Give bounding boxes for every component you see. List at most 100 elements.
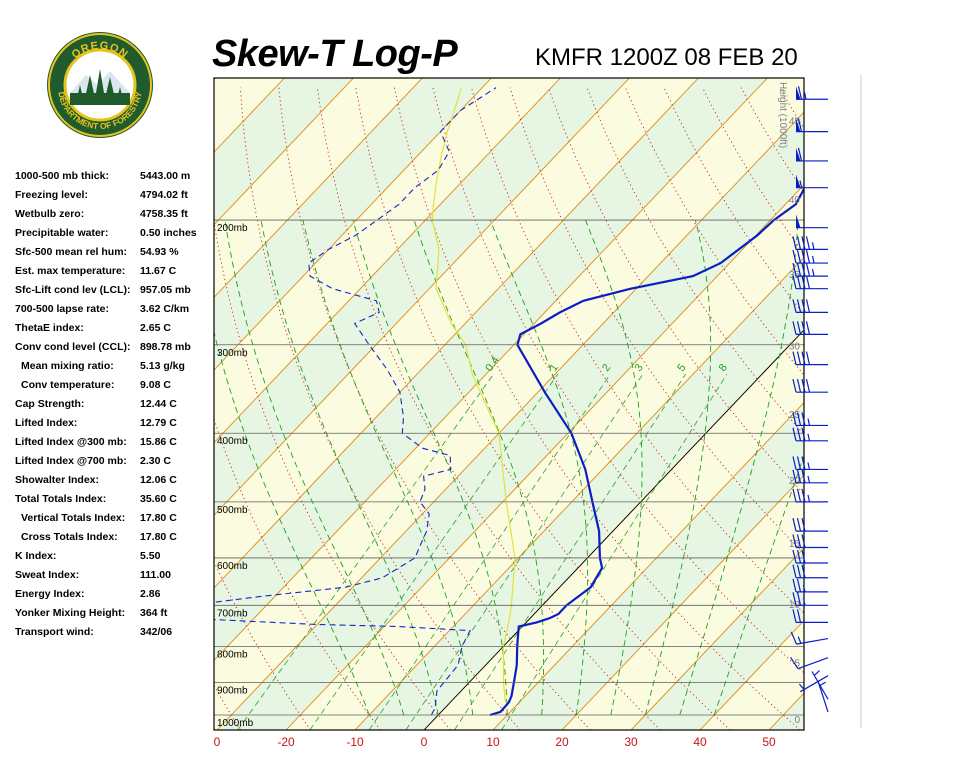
stat-value: 2.30 C xyxy=(140,455,171,467)
dry-adiabat-line xyxy=(393,87,801,730)
pressure-label: 500mb xyxy=(217,505,248,516)
isotherm-line xyxy=(214,78,561,444)
stat-label: Transport wind: xyxy=(15,626,94,638)
dry-adiabat-line xyxy=(432,87,804,674)
wind-barb xyxy=(792,236,828,250)
wind-barb xyxy=(792,412,828,427)
isotherm-line xyxy=(699,619,804,730)
isotherm-line xyxy=(214,78,630,516)
stat-label: Wetbulb zero: xyxy=(15,208,85,220)
height-tick-label: 15 xyxy=(789,539,801,550)
dry-adiabat-line xyxy=(779,87,804,130)
mixing-ratio-label: 3 xyxy=(632,362,645,374)
wind-barb xyxy=(792,275,828,290)
isotherm-line xyxy=(216,111,804,730)
stat-label: Est. max temperature: xyxy=(15,265,126,277)
height-tick-label: 5 xyxy=(794,659,800,670)
stat-label: Cap Strength: xyxy=(15,398,85,410)
height-tick-label: 35 xyxy=(789,270,801,281)
dry-adiabat-line xyxy=(214,417,381,730)
height-tick-label: 10 xyxy=(789,600,801,611)
stat-value: 5.13 g/kg xyxy=(140,360,185,372)
isotherm-line xyxy=(214,78,699,589)
stat-label: Cross Totals Index: xyxy=(21,531,118,543)
wind-barb xyxy=(792,351,828,366)
moist-adiabat-line xyxy=(585,219,643,716)
wind-barb xyxy=(792,549,828,564)
height-tick-label: 25 xyxy=(789,410,801,421)
stat-value: 17.80 C xyxy=(140,512,177,524)
dry-adiabat-line xyxy=(934,88,960,730)
stat-label: Yonker Mixing Height: xyxy=(15,607,126,619)
isotherm-line xyxy=(214,78,354,226)
stat-value: 957.05 mb xyxy=(140,284,191,296)
pressure-label: 700mb xyxy=(217,608,248,619)
stat-label: 700-500 lapse rate: xyxy=(15,303,109,315)
moist-adiabat-line xyxy=(489,219,589,716)
stat-label: Showalter Index: xyxy=(15,474,100,486)
moist-adiabat-line xyxy=(352,219,508,716)
isotherm-line xyxy=(561,474,804,730)
stat-value: 342/06 xyxy=(140,626,173,638)
stat-value: 15.86 C xyxy=(140,436,177,448)
stat-label: Sweat Index: xyxy=(15,569,80,581)
wind-barb xyxy=(792,249,828,264)
stat-value: 4758.35 ft xyxy=(140,208,188,220)
stat-value: 11.67 C xyxy=(140,265,177,277)
height-axis-title: Height (1000ft) xyxy=(777,82,788,148)
wind-barb xyxy=(790,657,829,670)
pressure-label: 1000mb xyxy=(217,718,254,729)
stat-value: 5.50 xyxy=(140,550,161,562)
x-tick-label: -10 xyxy=(346,735,364,749)
plot-frame xyxy=(213,77,805,731)
stat-label: 1000-500 mb thick: xyxy=(15,170,109,182)
wind-barb xyxy=(817,681,829,713)
dry-adiabat-line xyxy=(625,87,804,376)
x-tick-label: 10 xyxy=(486,735,500,749)
height-tick-label: 0 xyxy=(794,715,800,726)
stat-label: Sfc-500 mean rel hum: xyxy=(15,246,128,258)
isotherm-line xyxy=(285,184,804,730)
isotherm-band xyxy=(214,78,216,80)
zero-isotherm xyxy=(423,329,804,730)
stat-value: 2.65 C xyxy=(140,322,171,334)
x-tick-label: -20 xyxy=(277,735,295,749)
dewpoint-line xyxy=(214,87,497,716)
stat-label: Total Totals Index: xyxy=(15,493,107,505)
stat-value: 364 ft xyxy=(140,607,168,619)
wind-barb xyxy=(796,118,828,133)
dry-adiabats xyxy=(214,87,960,730)
wind-barb xyxy=(792,469,828,484)
x-tick-label: 30 xyxy=(624,735,638,749)
stat-value: 3.62 C/km xyxy=(140,303,190,315)
pressure-label: 600mb xyxy=(217,561,248,572)
stat-value: 4794.02 ft xyxy=(140,189,188,201)
page-title: Skew-T Log-P xyxy=(212,33,458,75)
moist-adiabat-line xyxy=(413,219,545,715)
stat-label: Conv cond level (CCL): xyxy=(15,341,131,353)
isotherm-line xyxy=(838,78,960,730)
wind-barb xyxy=(792,592,828,606)
wind-barb xyxy=(796,147,828,162)
pressure-label: 200mb xyxy=(217,223,248,234)
wind-barb xyxy=(792,321,828,335)
stat-label: K Index: xyxy=(15,550,57,562)
dry-adiabat-line xyxy=(316,87,661,730)
wind-barb xyxy=(792,488,828,503)
wind-barb xyxy=(792,456,828,471)
stat-value: 898.78 mb xyxy=(140,341,191,353)
stat-label: Freezing level: xyxy=(15,189,88,201)
wind-barb xyxy=(792,609,828,624)
isotherm-line xyxy=(214,78,492,371)
x-tick-label: 50 xyxy=(762,735,776,749)
height-tick-label: 45 xyxy=(789,117,801,128)
stat-label: Vertical Totals Index: xyxy=(21,512,126,524)
mixing-ratio-label: 1 xyxy=(547,362,560,374)
dry-adiabat-line xyxy=(818,88,960,730)
station-time-label: KMFR 1200Z 08 FEB 20 xyxy=(535,44,798,71)
dry-adiabat-line xyxy=(857,88,960,730)
dry-adiabat-line xyxy=(509,87,804,554)
stat-label: Conv temperature: xyxy=(21,379,115,391)
